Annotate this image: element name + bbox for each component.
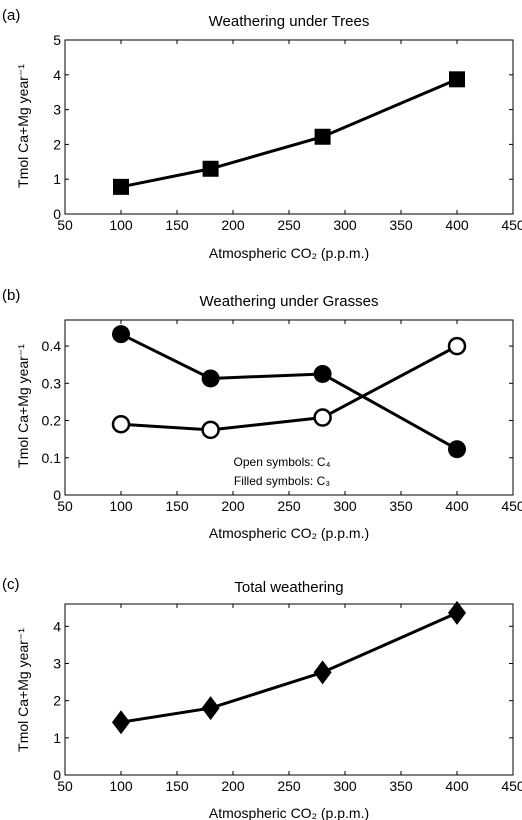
panel-c-xtick-label: 100 [109, 778, 133, 794]
panel-c-xtick-label: 300 [333, 778, 357, 794]
panel-a-marks: 50 100 150 200 250 300 350 400 450 0 1 2 3 4 5 [53, 32, 522, 233]
panel-a-xtick-label: 200 [221, 217, 245, 233]
panel-b-ylabel: Tmol Ca+Mg year⁻¹ [15, 344, 31, 468]
panel-a-title: Weathering under Trees [209, 13, 370, 30]
panel-c-ylabel: Tmol Ca+Mg year⁻¹ [15, 628, 31, 752]
panel-a-ytick-label: 4 [53, 67, 61, 83]
panel-b-series-2-line [120, 344, 458, 432]
panel-c-series-1-point [201, 696, 220, 721]
panel-b-marks: 50 100 150 200 250 300 350 400 450 0 0.1 0.2 0.3 0.4 [42, 319, 522, 514]
panel-a-ytick-label: 5 [53, 32, 61, 48]
panel-c-ytick-label: 4 [53, 618, 61, 634]
panel-c-series-1-point [448, 600, 466, 625]
panel-c-ytick-label: 1 [53, 730, 61, 746]
panel-a-series-1-point [314, 128, 331, 145]
panel-a-series-1-point [202, 160, 219, 177]
panel-b-note-open: Open symbols: C₄ [234, 455, 331, 469]
panel-a-xtick-label: 400 [445, 217, 469, 233]
panel-b-series-1-point [201, 369, 220, 388]
panel-a-xtick-label: 100 [109, 217, 133, 233]
panel-c-ytick-label: 3 [53, 655, 61, 671]
panel-c-xtick-label: 200 [221, 778, 245, 794]
panel-b-xlabel: Atmospheric CO₂ (p.p.m.) [209, 525, 369, 541]
panel-c: (c) Total weathering Atmospheric CO₂ (p.… [2, 576, 522, 820]
panel-b-xtick-label: 50 [57, 498, 73, 514]
panel-c-plot-frame [64, 603, 514, 776]
panel-a: (a) Weathering under Trees Atmospheric C… [2, 7, 522, 261]
panel-b-series-1-point [112, 325, 130, 344]
panel-c-ytick-label: 0 [53, 767, 61, 783]
panel-b-xtick-label: 400 [445, 498, 469, 514]
panel-a-series-1-line [120, 77, 458, 189]
panel-b: (b) Weathering under Grasses Atmospheric… [2, 287, 522, 541]
panel-c-xtick-label: 350 [389, 778, 413, 794]
panel-c-ytick-label: 2 [53, 693, 61, 709]
panel-b-label: (b) [2, 287, 20, 304]
panel-b-ytick-label: 0.4 [42, 338, 62, 354]
panel-a-xtick-label: 250 [277, 217, 301, 233]
panel-b-series-2-point [201, 420, 220, 440]
panel-a-xtick-label: 350 [389, 217, 413, 233]
panel-a-ylabel: Tmol Ca+Mg year⁻¹ [15, 64, 31, 188]
panel-c-xtick-label: 150 [165, 778, 189, 794]
panel-b-xtick-label: 300 [333, 498, 357, 514]
panel-a-plot-frame [64, 39, 514, 215]
panel-b-series-1-line [120, 332, 458, 451]
panel-a-xtick-label: 50 [57, 217, 73, 233]
panel-c-series-1-point [313, 660, 332, 685]
panel-c-xlabel: Atmospheric CO₂ (p.p.m.) [209, 805, 369, 820]
panel-c-series-1-line [120, 611, 458, 724]
panel-b-series-2-point [313, 408, 332, 427]
panel-b-xtick-label: 250 [277, 498, 301, 514]
panel-b-ytick-label: 0.2 [42, 413, 62, 429]
panel-c-label: (c) [2, 576, 20, 593]
panel-c-xtick-label: 250 [277, 778, 301, 794]
panel-a-ytick-label: 3 [53, 102, 61, 118]
panel-b-ytick-label: 0 [53, 487, 61, 503]
panel-b-xtick-label: 200 [221, 498, 245, 514]
panel-a-ytick-label: 0 [53, 206, 61, 222]
panel-b-series-1-point [448, 440, 466, 459]
panel-b-xtick-label: 150 [165, 498, 189, 514]
panel-b-note-filled: Filled symbols: C₃ [234, 474, 330, 488]
panel-a-xlabel: Atmospheric CO₂ (p.p.m.) [209, 245, 369, 261]
panel-c-marks: 50 100 150 200 250 300 350 400 450 0 1 2 3 4 [53, 600, 522, 794]
panel-b-ytick-label: 0.1 [42, 450, 62, 466]
panel-b-series-2-point [447, 336, 467, 356]
panel-a-series-1-point [449, 71, 465, 88]
panel-a-xtick-label: 150 [165, 217, 189, 233]
panel-b-series-1-point [313, 364, 332, 383]
panel-c-title: Total weathering [234, 579, 343, 596]
panel-b-xtick-label: 350 [389, 498, 413, 514]
panel-a-xtick-label: 300 [333, 217, 357, 233]
panel-a-ytick-label: 1 [53, 171, 61, 187]
panel-b-series-2-point [111, 415, 131, 434]
panel-c-series-1-point [112, 710, 130, 735]
panel-b-title: Weathering under Grasses [200, 293, 379, 310]
panel-b-xtick-label: 100 [109, 498, 133, 514]
panel-c-xtick-label: 400 [445, 778, 469, 794]
panel-a-label: (a) [2, 7, 20, 24]
panel-b-ytick-label: 0.3 [42, 375, 62, 391]
panel-b-xtick-label: 450 [501, 498, 522, 514]
panel-a-ytick-label: 2 [53, 136, 61, 152]
panel-a-series-1-point [113, 178, 129, 195]
panel-a-xtick-label: 450 [501, 217, 522, 233]
panel-c-xtick-label: 50 [57, 778, 73, 794]
panel-c-xtick-label: 450 [501, 778, 522, 794]
